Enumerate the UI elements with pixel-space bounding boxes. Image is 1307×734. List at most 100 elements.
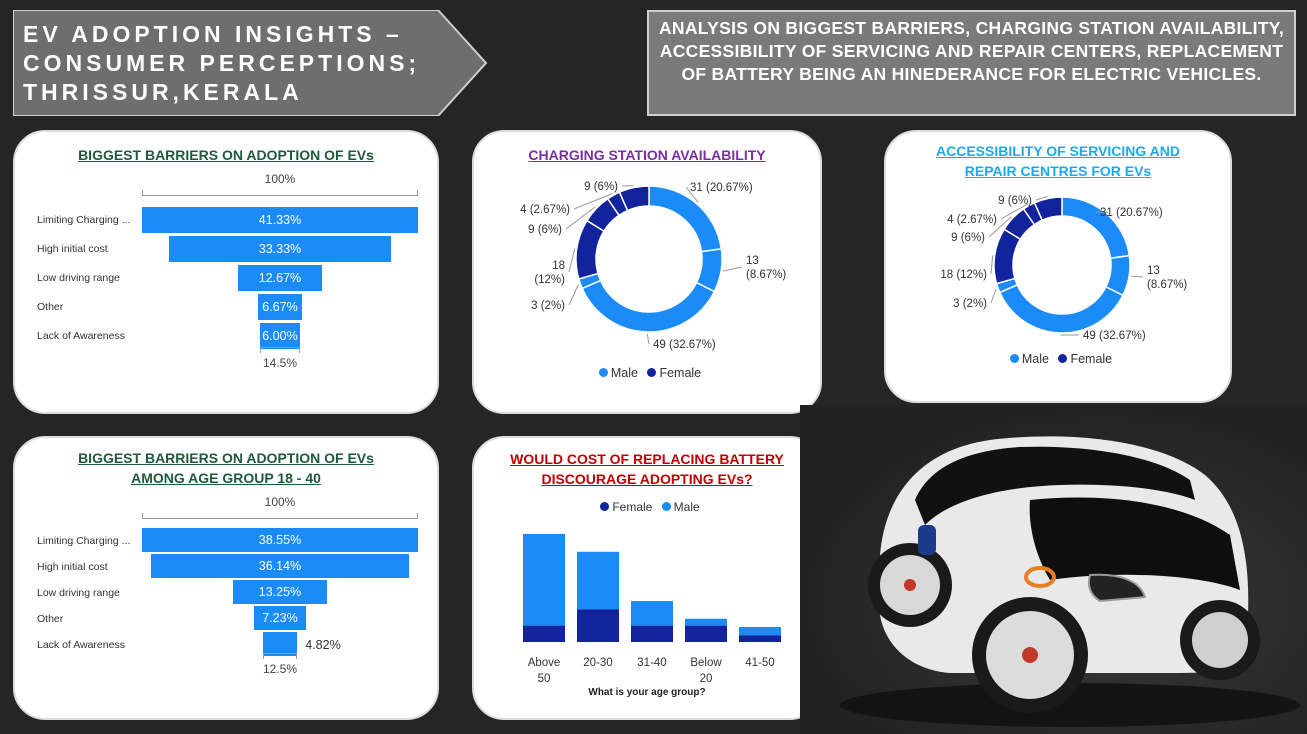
funnel-category-label: Lack of Awareness [37,639,125,651]
bar-female [739,635,781,642]
bar-male [631,600,673,626]
donut-slice [618,185,650,212]
slice-leader-line [1035,196,1048,201]
bottom-bracket [259,347,301,353]
x-tick-label: Below [690,657,722,669]
bar-female [523,625,565,642]
funnel-category-label: Other [37,301,64,313]
female-legend-dot [1058,354,1068,363]
servicing-card-title: ACCESSIBILITY OF SERVICING AND REPAIR CE… [886,141,1230,181]
slice-leader-line [990,288,997,304]
servicing-legend: Male Female [886,352,1230,366]
funnel-bar: 36.14% [150,554,410,578]
x-tick-label: 20 [700,673,713,685]
bar-male [739,626,781,636]
bottom-caption: 14.5% [262,356,298,370]
x-tick-label: 31-40 [637,657,666,669]
slice-value-label: 4 (2.67%) [520,204,570,216]
donut-slice [648,185,723,253]
bar-male [685,618,727,626]
servicing-card: ACCESSIBILITY OF SERVICING AND REPAIR CE… [884,130,1232,403]
charging-card: CHARGING STATION AVAILABILITY 31 (20.67%… [472,130,822,414]
battery-title-line-1: WOULD COST OF REPLACING BATTERY [510,451,784,467]
slice-leader-line [685,186,699,203]
title-arrow-shape [13,10,488,116]
charging-card-title: CHARGING STATION AVAILABILITY [528,147,766,163]
female-legend-dot [600,502,610,511]
x-tick-label: 50 [538,673,551,685]
slice-value-label: 9 (6%) [584,181,618,193]
slice-leader-line [1000,203,1029,220]
donut-slice [581,279,716,333]
male-legend-dot [1009,354,1019,363]
x-tick-label: 20-30 [583,657,612,669]
barriers-age-title-line-2: AMONG AGE GROUP 18 - 40 [131,470,321,486]
battery-card: WOULD COST OF REPLACING BATTERY DISCOURA… [472,436,822,720]
funnel-bar [262,632,298,656]
bar-female [685,625,727,642]
title-line-3: THRISSUR,KERALA [23,79,303,105]
funnel-category-label: High initial cost [37,243,108,255]
funnel-bar: 41.33% [142,207,418,233]
electric-car-image [800,405,1307,734]
barriers-age-title-line-1: BIGGEST BARRIERS ON ADOPTION OF EVs [78,450,374,466]
funnel-bar: 6.67% [257,294,303,320]
slice-leader-line [722,266,743,272]
slice-value-label: 4 (2.67%) [947,214,997,226]
funnel-bar: 12.67% [237,265,323,291]
slice-value-label: (12%) [534,274,565,286]
funnel-category-label: Limiting Charging ... [37,214,131,226]
servicing-title-line-1: ACCESSIBILITY OF SERVICING AND [936,143,1180,159]
slice-value-label: 31 (20.67%) [690,182,753,194]
slice-leader-line [568,284,579,306]
slice-value-label: 9 (6%) [998,195,1032,207]
legend-female-label: Female [612,500,653,514]
barriers-age-card-title: BIGGEST BARRIERS ON ADOPTION OF EVs AMON… [15,448,437,488]
male-legend-dot [661,502,671,511]
slice-value-label: 18 [552,260,565,272]
top-bracket [142,190,418,196]
x-tick-label: 41-50 [745,657,774,669]
analysis-description: ANALYSIS ON BIGGEST BARRIERS, CHARGING S… [647,10,1296,116]
barriers-age-card: BIGGEST BARRIERS ON ADOPTION OF EVs AMON… [13,436,439,720]
slice-value-label: 9 (6%) [951,232,985,244]
funnel-bar: 6.00% [259,323,301,349]
bottom-bracket [262,653,298,659]
bar-male [577,551,619,610]
slice-leader-line [646,333,650,345]
slice-value-label: 49 (32.67%) [1083,330,1146,342]
slice-value-label: (8.67%) [1147,279,1187,291]
title-line-1: EV ADOPTION INSIGHTS – [23,21,403,47]
slice-value-label: 3 (2%) [531,300,565,312]
top-bracket [142,513,418,519]
top-caption: 100% [264,172,296,186]
battery-legend: Female Male [474,500,820,514]
barriers-card: BIGGEST BARRIERS ON ADOPTION OF EVs 100%… [13,130,439,414]
funnel-category-label: Low driving range [37,587,120,599]
battery-title-line-2: DISCOURAGE ADOPTING EVs? [541,471,753,487]
slice-leader-line [565,206,596,230]
battery-card-title: WOULD COST OF REPLACING BATTERY DISCOURA… [474,449,820,489]
slice-leader-line [988,216,1012,238]
slice-leader-line [573,193,613,210]
charging-donut-chart: 31 (20.67%) 13 (8.67%) 49 (32.67%) 3 (2%) 18 (… [520,181,786,351]
slice-value-label: 18 (12%) [940,269,987,281]
slice-leader-line [568,248,576,273]
funnel-value-label: 4.82% [305,638,341,652]
slice-value-label: 13 [1147,265,1160,277]
funnel-bar: 7.23% [254,606,306,630]
funnel-category-label: Limiting Charging ... [37,535,131,547]
dashboard-title: EV ADOPTION INSIGHTS – CONSUMER PERCEPTI… [23,20,443,107]
slice-leader-line [1131,275,1144,278]
legend-female-label: Female [1070,352,1113,366]
bar-female [631,625,673,642]
funnel-category-label: Low driving range [37,272,120,284]
bar-female [577,609,619,642]
servicing-donut-chart: 31 (20.67%) 13 (8.67%) 49 (32.67%) 3 (2%) 18 … [940,195,1187,342]
slice-value-label: 31 (20.67%) [1100,207,1163,219]
bar-male [523,534,565,626]
funnel-bar: 13.25% [232,580,328,604]
male-legend-dot [598,368,608,377]
female-legend-dot [647,368,657,377]
title-line-2: CONSUMER PERCEPTIONS; [23,50,421,76]
